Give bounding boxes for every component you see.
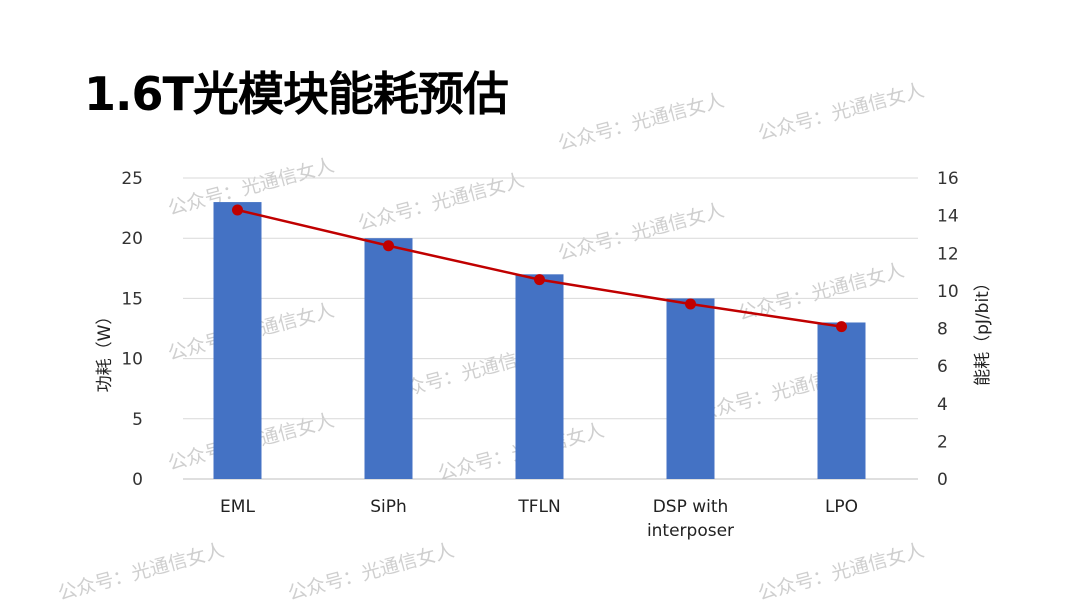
left-tick-label: 5 [132,410,143,430]
right-tick-label: 6 [937,357,948,377]
bar-eml [213,202,262,479]
watermark: 公众号：光通信女人 [756,79,927,145]
right-tick-label: 0 [937,470,948,490]
watermark: 公众号：光通信女人 [286,539,457,605]
left-tick-label: 0 [132,470,143,490]
category-label: SiPh [370,497,407,517]
page-title: 1.6T光模块能耗预估 [84,67,509,121]
energy-point [383,240,394,252]
right-tick-label: 14 [937,207,959,227]
right-tick-label: 10 [937,282,959,302]
watermark: 公众号：光通信女人 [756,539,927,605]
left-tick-label: 15 [121,289,143,309]
y-axis-title-left: 功耗（W） [95,308,115,393]
left-tick-label: 10 [121,350,143,370]
category-label: EML [220,497,255,517]
right-tick-label: 8 [937,320,948,340]
bar-tfln [515,274,564,479]
energy-point [232,204,243,216]
category-label: interposer [647,521,734,541]
category-label: DSP with [653,497,729,517]
watermark: 公众号：光通信女人 [556,89,727,155]
watermark: 公众号：光通信女人 [556,199,727,265]
bar-lpo [817,322,866,479]
bar-dsp-with-interposer [666,298,715,479]
energy-point [836,321,847,333]
y-axis-title-right: 能耗（pJ/bit） [973,274,993,386]
left-tick-label: 20 [121,229,143,249]
category-label: TFLN [517,497,560,517]
energy-point [685,298,696,310]
right-tick-label: 16 [937,169,959,189]
right-tick-label: 2 [937,432,948,452]
right-tick-label: 4 [937,395,948,415]
energy-point [534,274,545,286]
right-tick-label: 12 [937,244,959,264]
left-tick-label: 25 [121,169,143,189]
bar-siph [364,238,413,479]
category-label: LPO [825,497,858,517]
watermark: 公众号：光通信女人 [56,539,227,605]
watermark: 公众号：光通信女人 [356,169,527,235]
